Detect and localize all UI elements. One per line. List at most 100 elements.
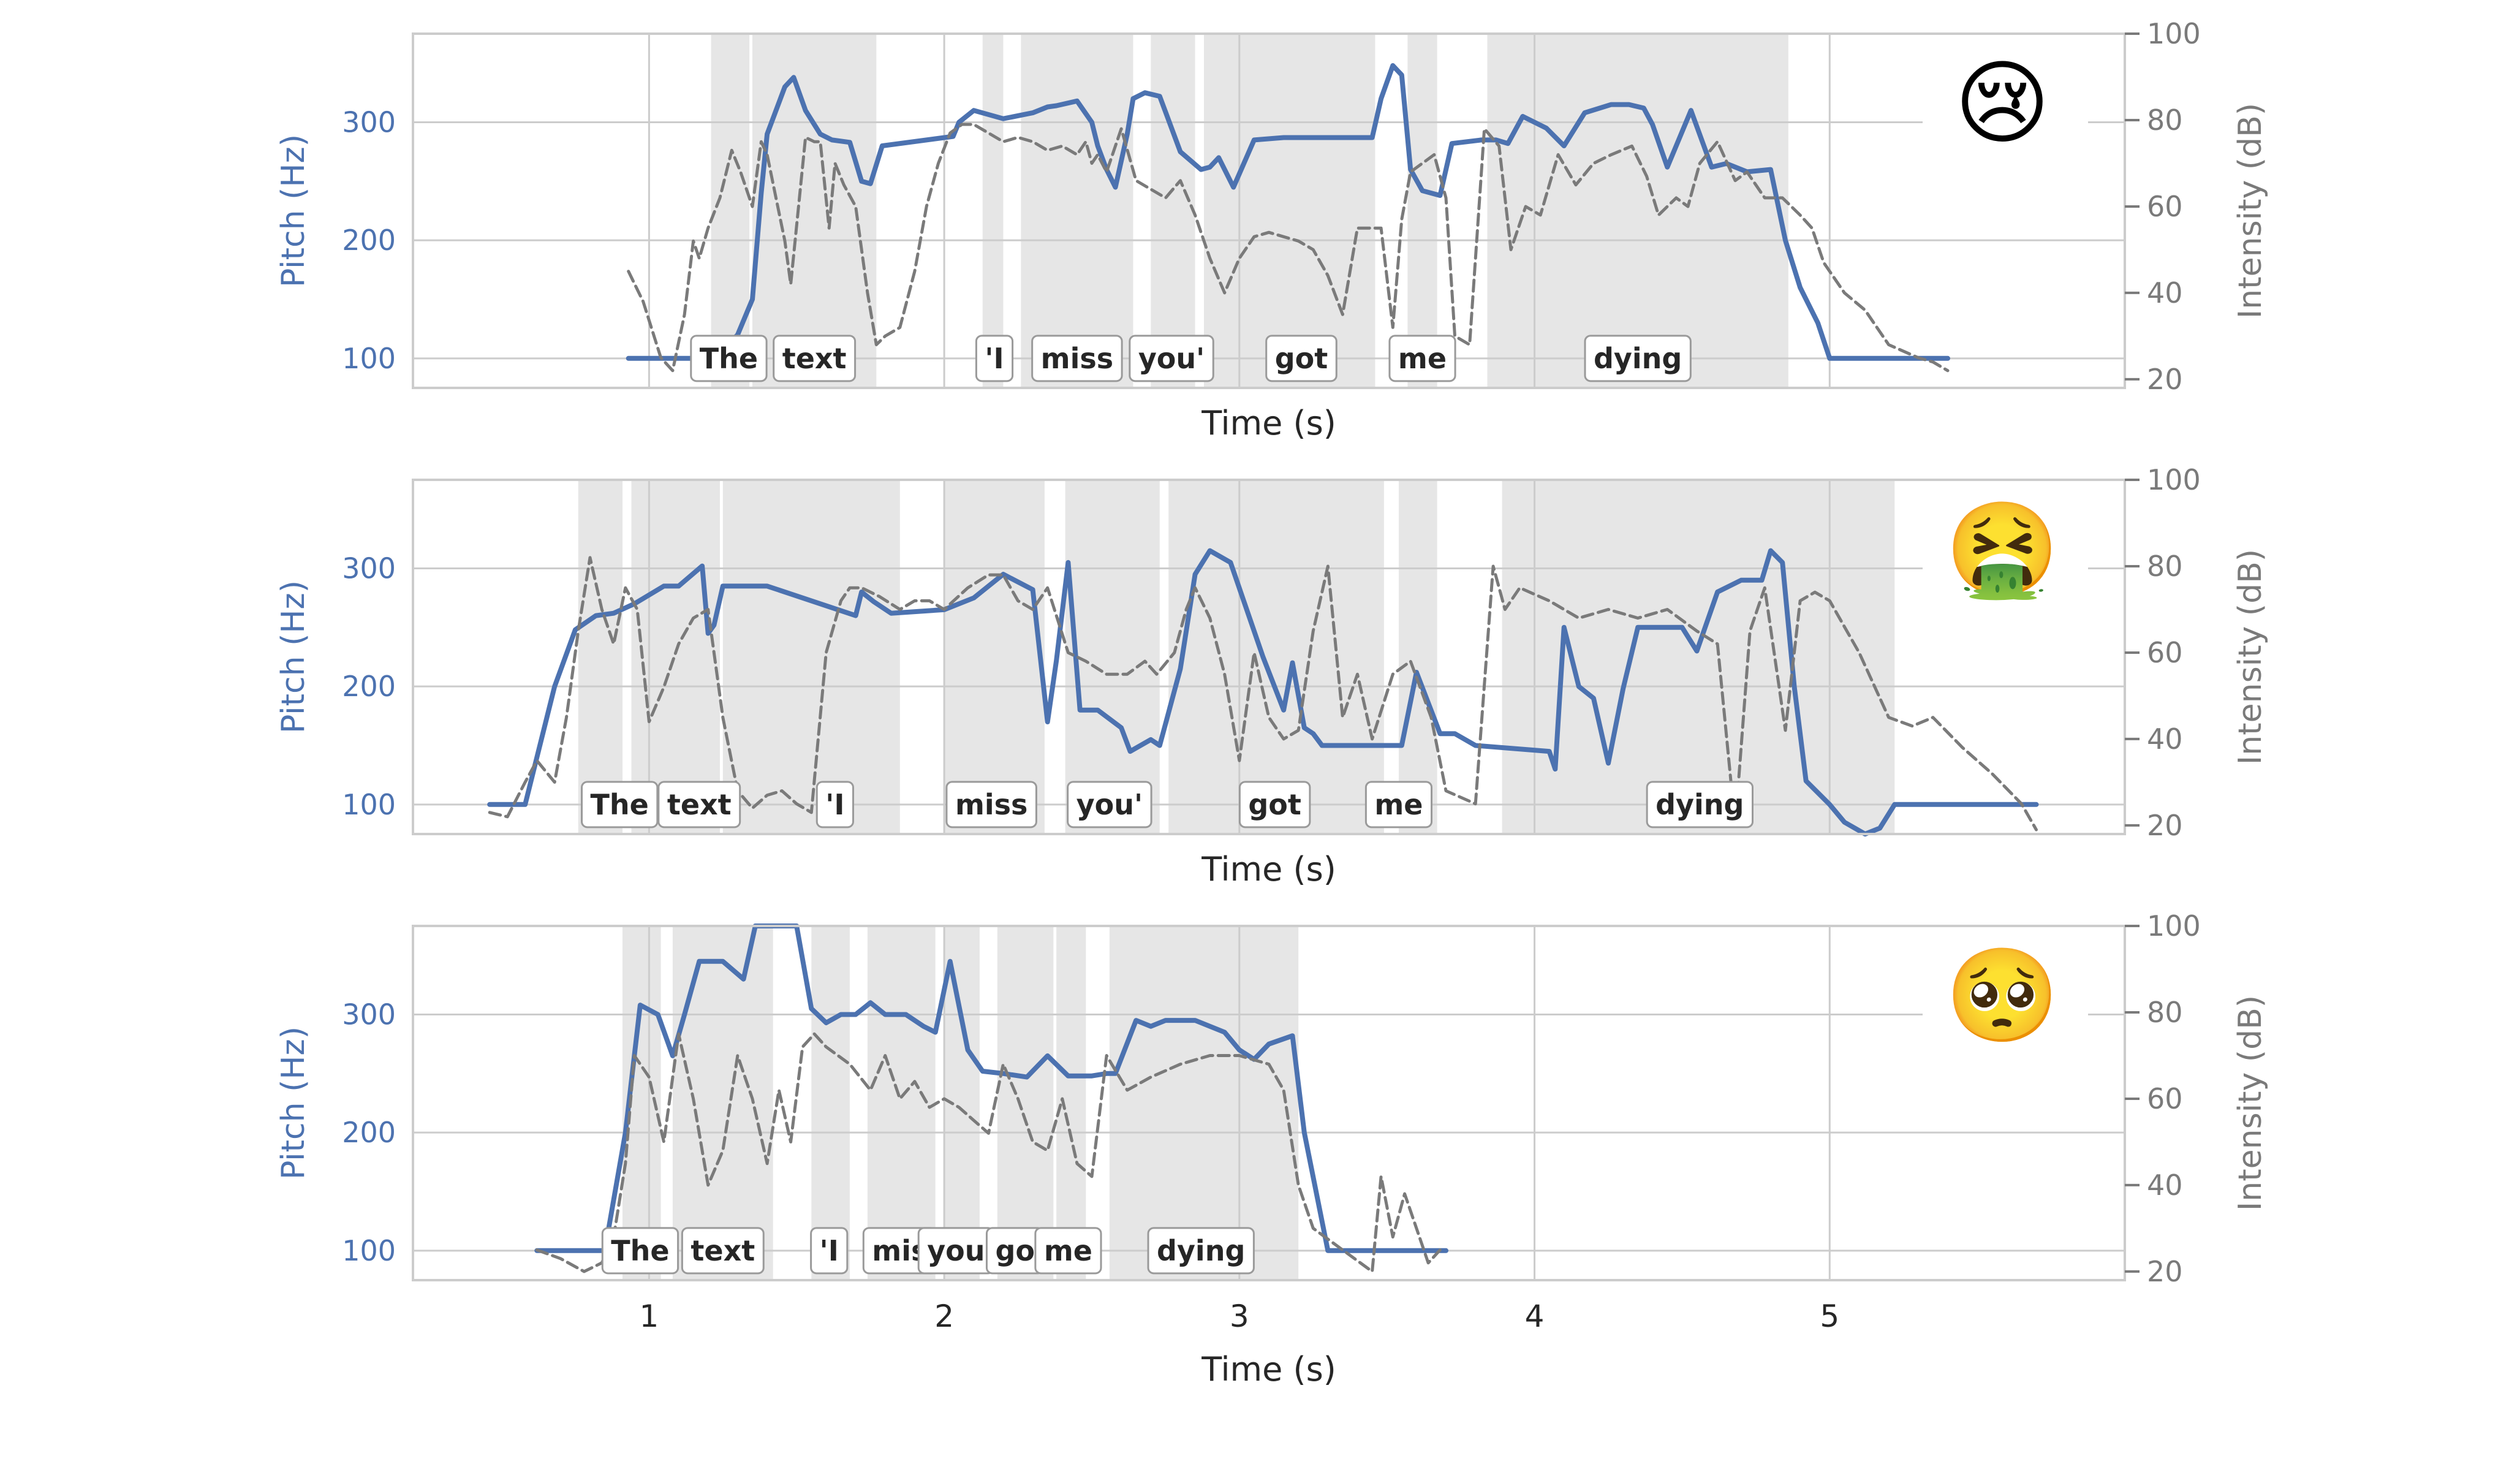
x-axis-label: Time (s) bbox=[1201, 850, 1336, 889]
word-label-text: text bbox=[691, 1234, 755, 1267]
word-label-text: me bbox=[1374, 788, 1423, 821]
plot-frame bbox=[412, 925, 2126, 1281]
word-region bbox=[1065, 480, 1160, 834]
y-tick-label: 100 bbox=[342, 342, 396, 375]
word-label: you bbox=[917, 1227, 995, 1275]
word-label: me bbox=[1388, 335, 1456, 382]
word-label-box bbox=[815, 781, 854, 829]
word-label: dying bbox=[1584, 335, 1692, 382]
word-label: The bbox=[601, 1227, 679, 1275]
right-y-tick-label: 40 bbox=[2147, 1169, 2183, 1202]
word-label: me bbox=[1364, 781, 1433, 829]
word-label: text bbox=[657, 781, 741, 829]
word-label-text: 'I bbox=[820, 1234, 839, 1267]
word-region bbox=[1109, 926, 1299, 1280]
y-axis-label-right: Intensity (dB) bbox=[2232, 103, 2269, 319]
word-label: miss bbox=[1031, 335, 1123, 382]
word-label-text: miss bbox=[955, 788, 1027, 821]
word-region bbox=[811, 926, 850, 1280]
right-y-tick-label: 80 bbox=[2147, 550, 2183, 583]
word-label-text: me bbox=[1398, 342, 1447, 375]
chart-panel-1: The text 'I miss you' got me dying 100 200 300 20 40… bbox=[275, 17, 2269, 442]
word-label-box bbox=[1265, 335, 1338, 382]
y-tick-label: 300 bbox=[342, 552, 396, 585]
emotion-emoji-icon: 🥺 bbox=[1945, 942, 2060, 1049]
right-y-tick-label: 100 bbox=[2147, 17, 2201, 50]
right-y-tick-label: 100 bbox=[2147, 463, 2201, 496]
word-label-text: The bbox=[591, 788, 649, 821]
word-label: dying bbox=[1147, 1227, 1255, 1275]
word-label-text: 'I bbox=[985, 342, 1004, 375]
intensity-line bbox=[535, 1032, 1442, 1273]
x-tick-label: 5 bbox=[1820, 1299, 1839, 1334]
word-label: The bbox=[690, 335, 768, 382]
word-label-box bbox=[1646, 781, 1754, 829]
pitch-line bbox=[626, 63, 1950, 361]
intensity-line bbox=[627, 123, 1950, 373]
word-region bbox=[1204, 34, 1375, 388]
y-tick-label: 200 bbox=[342, 1116, 396, 1149]
word-region bbox=[944, 480, 1045, 834]
word-label-text: you' bbox=[1076, 788, 1143, 821]
x-axis-label: Time (s) bbox=[1201, 404, 1336, 442]
word-label-text: go bbox=[995, 1234, 1035, 1267]
right-y-tick-label: 60 bbox=[2147, 1082, 2183, 1115]
right-y-tick-label: 20 bbox=[2147, 1255, 2183, 1288]
y-axis-label-right: Intensity (dB) bbox=[2232, 995, 2269, 1211]
word-label-box bbox=[1584, 335, 1692, 382]
right-y-tick-label: 80 bbox=[2147, 104, 2183, 137]
emoji-backdrop bbox=[1923, 937, 2088, 1053]
pitch-line bbox=[534, 924, 1448, 1253]
word-label-box bbox=[773, 335, 857, 382]
x-tick-label: 1 bbox=[639, 1299, 659, 1334]
right-y-tick-label: 100 bbox=[2147, 909, 2201, 942]
word-label-text: dying bbox=[1655, 788, 1744, 821]
word-label-text: The bbox=[700, 342, 758, 375]
intensity-line bbox=[488, 556, 2038, 832]
word-label: me bbox=[1034, 1227, 1102, 1275]
right-y-tick-label: 20 bbox=[2147, 809, 2183, 842]
emoji-backdrop bbox=[1923, 45, 2088, 161]
y-tick-label: 200 bbox=[342, 670, 396, 703]
word-label: The bbox=[581, 781, 659, 829]
word-label-box bbox=[681, 1227, 765, 1275]
word-label-text: text bbox=[782, 342, 847, 375]
word-label-text: dying bbox=[1157, 1234, 1245, 1267]
word-region bbox=[711, 34, 750, 388]
word-label-box bbox=[945, 781, 1037, 829]
word-region bbox=[1487, 34, 1788, 388]
y-axis-label-right: Intensity (dB) bbox=[2232, 549, 2269, 765]
word-region bbox=[1168, 480, 1384, 834]
word-label-box bbox=[1364, 781, 1433, 829]
word-region bbox=[1021, 34, 1133, 388]
word-label: got bbox=[1265, 335, 1338, 382]
word-label: you' bbox=[1067, 781, 1152, 829]
chart-panel-2: The text 'I miss you' got me dying 100 200 300 20 40… bbox=[275, 463, 2269, 889]
x-tick-label: 4 bbox=[1525, 1299, 1545, 1334]
y-tick-label: 100 bbox=[342, 1234, 396, 1267]
word-label-text: 'I bbox=[825, 788, 844, 821]
word-label-box bbox=[1238, 781, 1311, 829]
word-region bbox=[631, 480, 720, 834]
right-y-tick-label: 80 bbox=[2147, 996, 2183, 1029]
word-label-box bbox=[1034, 1227, 1102, 1275]
word-label: miss bbox=[945, 781, 1037, 829]
y-tick-label: 200 bbox=[342, 224, 396, 257]
word-label-box bbox=[1147, 1227, 1255, 1275]
x-tick-label: 2 bbox=[934, 1299, 954, 1334]
word-label-box bbox=[690, 335, 768, 382]
word-label-text: got bbox=[1248, 788, 1301, 821]
word-label-box bbox=[975, 335, 1014, 382]
word-region bbox=[672, 926, 773, 1280]
word-label: 'I bbox=[810, 1227, 849, 1275]
word-label-box bbox=[810, 1227, 849, 1275]
word-label-text: you bbox=[927, 1234, 985, 1267]
word-region bbox=[997, 926, 1054, 1280]
word-label-text: dying bbox=[1594, 342, 1682, 375]
word-label: text bbox=[773, 335, 857, 382]
emoji-backdrop bbox=[1923, 491, 2088, 607]
word-label-text: got bbox=[1275, 342, 1328, 375]
word-label-box bbox=[601, 1227, 679, 1275]
word-label-box bbox=[1031, 335, 1123, 382]
